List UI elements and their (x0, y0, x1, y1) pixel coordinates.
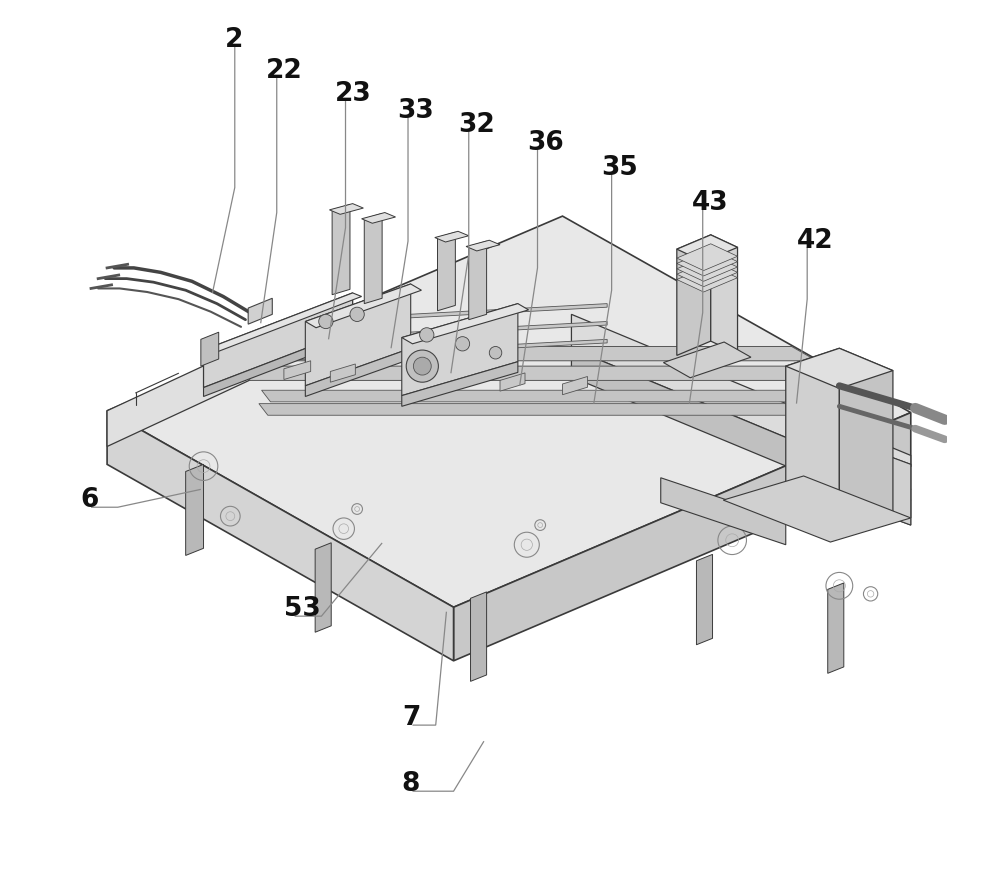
Polygon shape (677, 265, 738, 292)
Polygon shape (563, 377, 588, 395)
Polygon shape (469, 241, 487, 320)
Circle shape (420, 328, 434, 342)
Polygon shape (305, 284, 421, 328)
Text: 6: 6 (80, 487, 99, 513)
Polygon shape (723, 476, 911, 542)
Polygon shape (677, 260, 738, 287)
Polygon shape (107, 411, 454, 661)
Polygon shape (677, 235, 738, 262)
Polygon shape (251, 346, 817, 361)
Polygon shape (277, 339, 607, 361)
Polygon shape (839, 348, 893, 513)
Text: 35: 35 (601, 154, 638, 181)
Text: 33: 33 (397, 97, 434, 124)
Text: 2: 2 (225, 27, 243, 54)
Polygon shape (663, 342, 751, 378)
Text: 43: 43 (692, 189, 729, 216)
Polygon shape (795, 421, 911, 500)
Polygon shape (305, 284, 411, 386)
Polygon shape (248, 298, 272, 324)
Polygon shape (259, 404, 830, 415)
Polygon shape (466, 240, 500, 251)
Polygon shape (305, 348, 411, 396)
Polygon shape (661, 478, 786, 545)
Polygon shape (711, 235, 738, 354)
Polygon shape (696, 555, 713, 645)
Polygon shape (364, 213, 382, 304)
Polygon shape (245, 366, 811, 380)
Text: 32: 32 (458, 112, 495, 138)
Polygon shape (262, 390, 833, 402)
Polygon shape (204, 330, 353, 396)
Polygon shape (186, 464, 204, 555)
Polygon shape (786, 348, 893, 388)
Polygon shape (435, 231, 469, 242)
Circle shape (319, 314, 333, 329)
Polygon shape (677, 235, 711, 355)
Polygon shape (828, 583, 844, 673)
Polygon shape (677, 255, 738, 281)
Polygon shape (204, 293, 353, 388)
Circle shape (413, 357, 431, 375)
Polygon shape (571, 314, 911, 489)
Polygon shape (107, 216, 911, 607)
Text: 8: 8 (402, 771, 420, 797)
Circle shape (406, 350, 438, 382)
Polygon shape (107, 339, 261, 446)
Polygon shape (284, 361, 311, 380)
Circle shape (489, 346, 502, 359)
Polygon shape (362, 213, 396, 223)
Polygon shape (786, 348, 839, 509)
Polygon shape (571, 348, 911, 518)
Polygon shape (402, 362, 518, 406)
Polygon shape (454, 413, 911, 661)
Polygon shape (201, 332, 219, 366)
Polygon shape (204, 293, 362, 354)
Polygon shape (786, 366, 811, 395)
Polygon shape (332, 204, 350, 295)
Polygon shape (471, 592, 487, 681)
Polygon shape (795, 457, 911, 525)
Polygon shape (402, 304, 518, 396)
Text: 36: 36 (527, 129, 564, 156)
Polygon shape (677, 249, 738, 276)
Polygon shape (402, 304, 529, 344)
Polygon shape (677, 244, 738, 271)
Polygon shape (330, 364, 355, 382)
Text: 42: 42 (796, 228, 833, 255)
Polygon shape (795, 421, 911, 525)
Polygon shape (329, 204, 363, 214)
Text: 7: 7 (402, 705, 420, 731)
Circle shape (350, 307, 364, 321)
Polygon shape (277, 321, 607, 343)
Polygon shape (500, 373, 525, 391)
Text: 23: 23 (335, 80, 372, 107)
Polygon shape (437, 232, 455, 311)
Text: 53: 53 (284, 596, 321, 622)
Polygon shape (315, 543, 331, 632)
Text: 22: 22 (266, 58, 303, 85)
Circle shape (455, 337, 470, 351)
Polygon shape (277, 304, 607, 325)
